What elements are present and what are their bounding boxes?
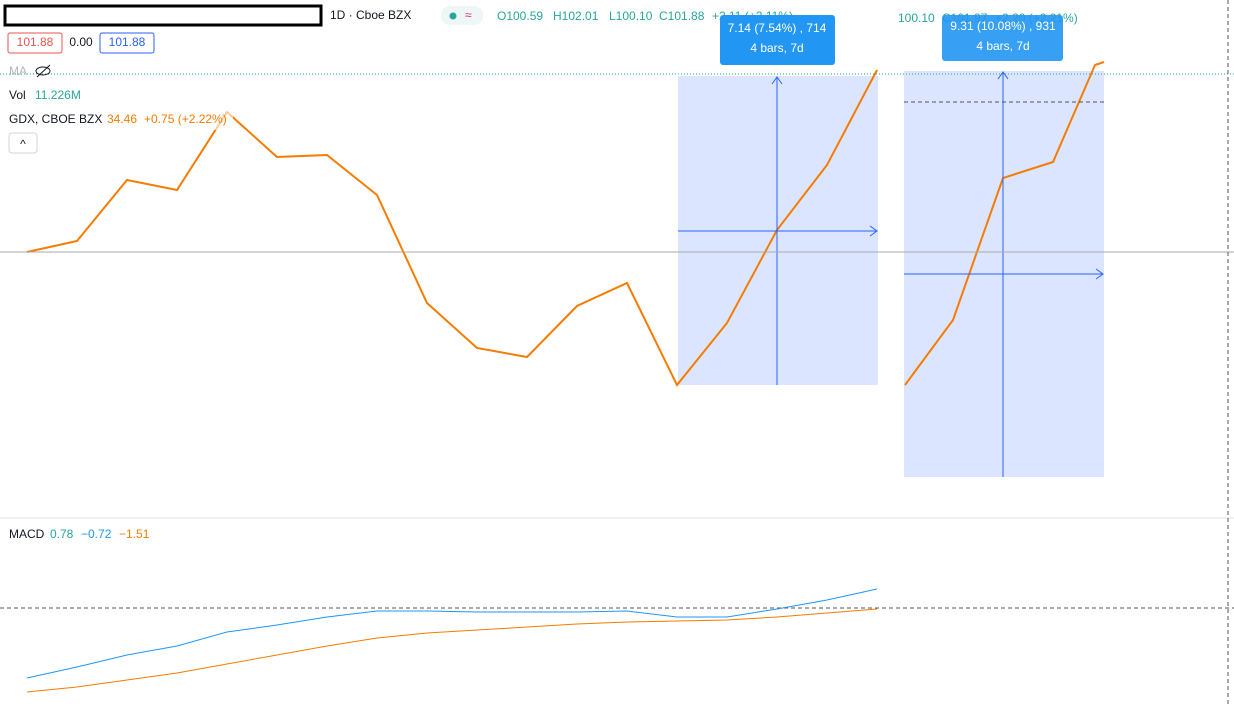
compare-icon: ≈ bbox=[465, 8, 472, 22]
compare-symbol: GDX, CBOE BZX bbox=[9, 112, 102, 126]
macd-label: MACD bbox=[9, 527, 45, 541]
sell-box[interactable] bbox=[7, 32, 63, 54]
measure-change: 9.31 (10.08%) , 931 bbox=[950, 19, 1056, 33]
macd-line bbox=[26, 588, 878, 679]
replay-low: 100.10 bbox=[898, 11, 935, 25]
vol-label: Vol bbox=[9, 88, 26, 102]
collapse-button[interactable] bbox=[8, 132, 38, 154]
measure-arrows bbox=[678, 71, 1104, 477]
high: H102.01 bbox=[553, 9, 599, 23]
spread: 0.00 bbox=[69, 35, 93, 49]
compare-line bbox=[904, 61, 1105, 386]
close: C101.88 bbox=[659, 9, 705, 23]
ma-label: MA bbox=[9, 64, 27, 78]
compare-price: 34.46 bbox=[107, 112, 137, 126]
vol-value: 11.226M bbox=[35, 88, 81, 102]
signal-value: −0.72 bbox=[81, 527, 112, 541]
buy-price: 101.88 bbox=[109, 35, 146, 49]
measure-label bbox=[942, 15, 1063, 61]
measure-span: 4 bars, 7d bbox=[750, 41, 803, 55]
measure-change: 7.14 (7.54%) , 714 bbox=[728, 21, 827, 35]
collapse-icon: ^ bbox=[20, 137, 26, 151]
compare-line bbox=[26, 69, 878, 387]
low: L100.10 bbox=[609, 9, 653, 23]
status-dot bbox=[449, 12, 457, 20]
measure-span: 4 bars, 7d bbox=[976, 39, 1029, 53]
macd-value: 0.78 bbox=[50, 527, 74, 541]
sell-price: 101.88 bbox=[17, 35, 54, 49]
signal-line bbox=[26, 608, 878, 693]
compare-change: +0.75 (+2.22%) bbox=[144, 112, 227, 126]
interval: 1D · Cboe BZX bbox=[330, 8, 411, 22]
hist-value: −1.51 bbox=[119, 527, 150, 541]
open: O100.59 bbox=[497, 9, 543, 23]
measure-label bbox=[720, 15, 835, 65]
hide-icon[interactable] bbox=[35, 64, 51, 78]
redacted-symbol bbox=[3, 4, 323, 27]
status-pill[interactable] bbox=[441, 6, 483, 25]
buy-box[interactable] bbox=[99, 32, 155, 54]
compare-bg bbox=[105, 109, 233, 130]
